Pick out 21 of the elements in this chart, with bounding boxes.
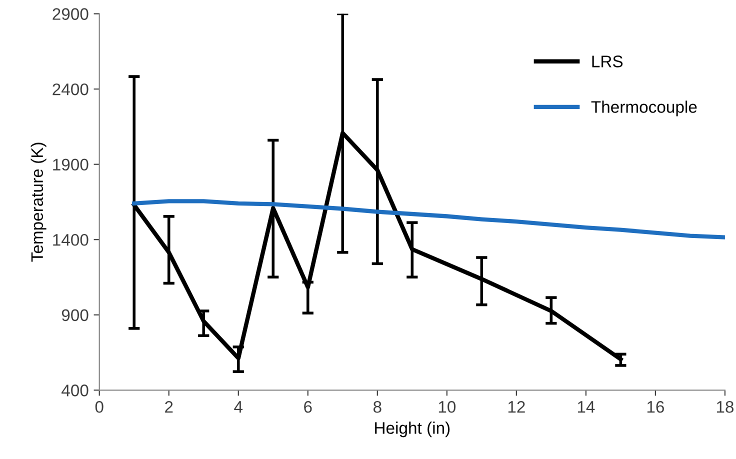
x-tick-label: 8 (373, 401, 382, 413)
x-tick-label: 18 (716, 401, 734, 413)
y-tick-label: 400 (62, 384, 88, 396)
y-tick-label: 2400 (52, 83, 88, 96)
y-tick-label: 2900 (52, 8, 88, 20)
x-tick-label: 10 (438, 401, 456, 413)
y-tick-label: 900 (62, 309, 88, 322)
x-tick-label: 4 (234, 401, 243, 413)
y-tick-label: 1900 (53, 158, 88, 171)
x-tick-label: 6 (304, 401, 312, 413)
x-tick-label: 2 (165, 401, 173, 413)
line-series (132, 199, 725, 240)
y-tick-label: 1400 (53, 234, 88, 246)
x-tick-label: 12 (508, 401, 525, 413)
legend-label: LRS (592, 56, 623, 68)
y-axis-title: Temperature (K) (30, 142, 46, 262)
x-tick-label: 16 (647, 401, 664, 413)
legend-label: Thermocouple (591, 100, 697, 116)
x-axis-title: Height (in) (375, 422, 450, 438)
x-tick-label: 14 (578, 401, 595, 413)
x-tick-label: 0 (95, 401, 104, 413)
